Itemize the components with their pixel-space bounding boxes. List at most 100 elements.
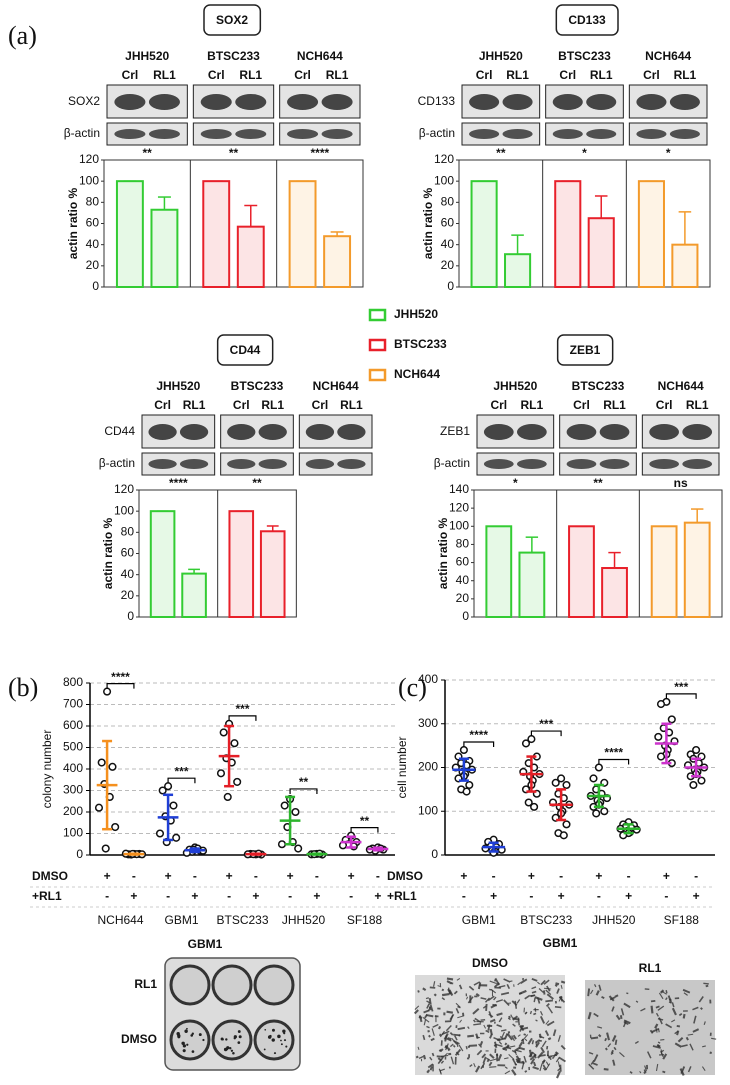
cell: [680, 1066, 686, 1074]
y-tick-label: 0: [92, 279, 99, 293]
cell: [614, 1039, 618, 1046]
plot-frame: [473, 489, 723, 618]
treatment-sign: -: [254, 869, 258, 883]
treatment-sign: +: [460, 869, 467, 883]
cell: [443, 1052, 448, 1057]
well: [169, 1019, 211, 1061]
blot: [641, 452, 720, 476]
cell: [535, 1041, 538, 1046]
cell: [422, 1054, 427, 1060]
legend-swatch: [368, 368, 387, 382]
cell: [643, 1070, 647, 1075]
cell: [514, 1063, 518, 1066]
cell: [685, 1036, 689, 1041]
cell: [485, 1003, 488, 1012]
significance-bracket: [598, 758, 630, 765]
cell: [702, 1045, 706, 1048]
cell: [441, 997, 446, 1001]
blot-band: [469, 94, 500, 110]
cell: [426, 1025, 430, 1029]
blot-band: [649, 424, 680, 440]
significance: ****: [310, 146, 329, 160]
cell: [504, 1042, 508, 1046]
group-header: JHH520: [479, 49, 523, 63]
cell: [489, 1018, 496, 1023]
blot-label: β-actin: [64, 126, 100, 140]
cell: [623, 1021, 629, 1025]
title-box: [555, 4, 619, 36]
group-header: BTSC233: [231, 379, 284, 393]
colony: [198, 1033, 202, 1037]
treatment-sign: -: [349, 889, 353, 903]
y-tick-label: 120: [114, 482, 134, 496]
cell: [516, 1049, 522, 1053]
cell: [681, 1044, 688, 1048]
treatment-sign: +: [104, 869, 111, 883]
y-axis-label: actin ratio %: [421, 188, 435, 260]
cell: [432, 1023, 439, 1028]
data-point: [462, 787, 471, 796]
cell: [662, 1070, 666, 1074]
cell: [512, 1023, 516, 1027]
treatment-sign: +: [252, 889, 259, 903]
cell: [541, 1060, 546, 1063]
cell: [494, 977, 500, 986]
blot-band: [599, 424, 630, 440]
treatment-label: DMSO: [387, 869, 423, 883]
cell: [448, 989, 454, 996]
blot-band: [179, 459, 209, 469]
data-point: [557, 774, 566, 783]
cell: [682, 988, 691, 994]
blot-band: [287, 94, 319, 110]
data-point: [294, 844, 303, 853]
bar: [683, 521, 711, 619]
cell: [488, 1011, 493, 1019]
chart-title: ZEB1: [570, 343, 601, 357]
colony: [184, 1029, 188, 1033]
chart-title: CD44: [230, 343, 261, 357]
cell: [475, 1065, 481, 1073]
cell: [677, 1036, 684, 1043]
cell: [490, 1003, 497, 1009]
blot-band: [566, 424, 597, 440]
data-point: [216, 769, 226, 778]
colony: [177, 1034, 181, 1038]
cell: [441, 988, 445, 992]
bar: [150, 208, 179, 288]
y-axis-label: actin ratio %: [436, 518, 450, 590]
cell: [594, 984, 597, 988]
cell: [598, 984, 602, 991]
cell: [538, 988, 544, 994]
treatment-sign: +: [287, 869, 294, 883]
cell: [541, 1040, 547, 1048]
colony: [267, 1035, 272, 1039]
blot-band: [552, 94, 583, 110]
cell: [486, 1057, 491, 1061]
data-point: [97, 758, 106, 767]
x-tick-label: JHH520: [592, 913, 636, 927]
colony: [283, 1032, 286, 1035]
blot-band: [235, 129, 267, 139]
cell: [546, 1020, 555, 1027]
cell: [658, 992, 664, 1000]
data-point: [465, 780, 474, 790]
plate-title: GBM1: [188, 937, 223, 951]
colony: [230, 1049, 234, 1052]
cell: [623, 1002, 631, 1009]
cell: [545, 999, 553, 1003]
cell: [426, 1003, 430, 1009]
cell: [698, 996, 704, 1003]
lane-label: Crl: [233, 398, 250, 412]
cell: [449, 1043, 454, 1048]
cell: [522, 1034, 529, 1041]
y-tick-label: 300: [63, 783, 83, 797]
bar: [115, 180, 144, 289]
cell: [547, 1037, 552, 1041]
treatment-sign: -: [132, 869, 136, 883]
cell: [590, 1059, 595, 1065]
cell: [545, 1061, 550, 1066]
group-header: JHH520: [125, 49, 169, 63]
cell: [473, 1062, 476, 1068]
chart-title: CD133: [568, 13, 606, 27]
cell: [455, 1008, 460, 1014]
